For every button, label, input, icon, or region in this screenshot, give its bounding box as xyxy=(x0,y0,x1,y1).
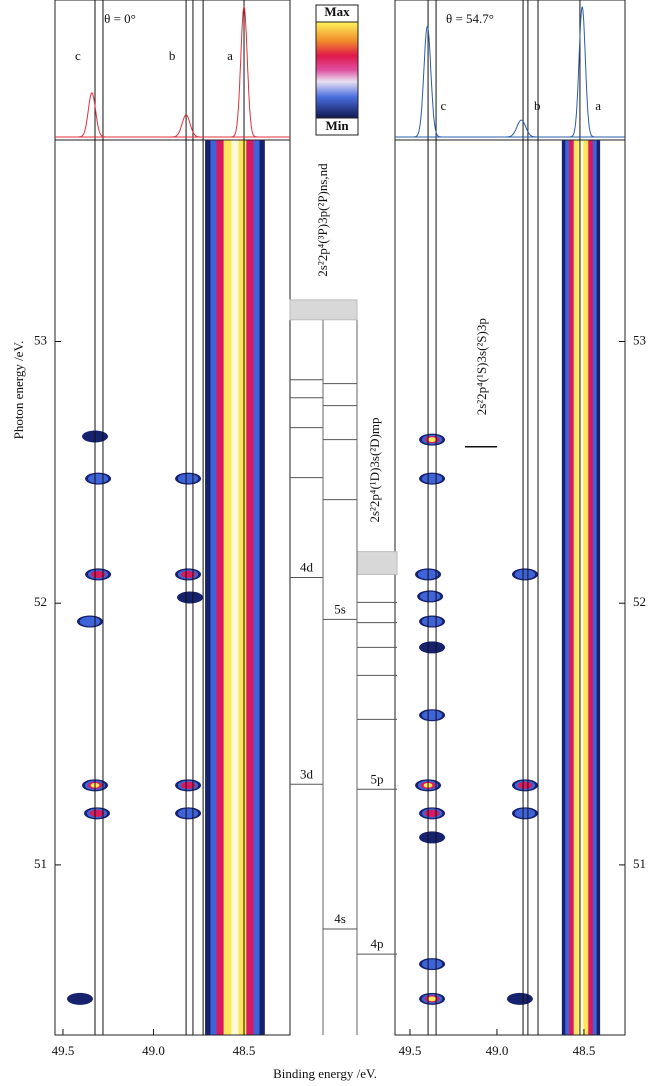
spot-layer xyxy=(428,437,437,442)
spot-layer xyxy=(515,809,535,819)
intensity-spot xyxy=(419,473,445,485)
page: {"chart_data": [ {"type": "heatmap", "ti… xyxy=(0,0,649,1086)
band-layer xyxy=(579,140,584,1035)
intensity-spot xyxy=(175,807,201,819)
spectrum-peak xyxy=(74,93,110,137)
spectrum-peak xyxy=(567,7,598,137)
x-tick-label: 48.5 xyxy=(573,1043,596,1058)
intensity-band xyxy=(562,140,600,1035)
level-label: 3d xyxy=(300,766,314,781)
intensity-spot xyxy=(175,779,201,791)
spot-layer xyxy=(88,474,108,484)
intensity-spot xyxy=(175,568,201,580)
intensity-spot xyxy=(175,473,201,485)
spot-layer xyxy=(420,592,440,602)
spectrum-frame xyxy=(395,0,625,140)
level-label: 5p xyxy=(371,771,384,786)
intensity-spot xyxy=(419,709,445,721)
spot-layer xyxy=(419,641,445,653)
x-tick-label: 49.5 xyxy=(399,1043,422,1058)
intensity-spot xyxy=(419,807,445,819)
intensity-spot xyxy=(419,434,445,446)
intensity-spot xyxy=(512,779,538,791)
peak-label: c xyxy=(440,98,446,113)
x-tick-label: 48.5 xyxy=(233,1043,256,1058)
intensity-band xyxy=(205,140,265,1035)
peak-label: a xyxy=(595,98,601,113)
panel-title: θ = 54.7° xyxy=(446,11,494,26)
level-label: 5s xyxy=(334,601,346,616)
y-tick-label: 53 xyxy=(34,332,47,347)
y-tick-label: 51 xyxy=(633,856,646,871)
y-axis-label: Photon energy /eV. xyxy=(11,341,26,440)
spot-layer xyxy=(67,993,93,1005)
peak-label: a xyxy=(227,48,233,63)
intensity-spot xyxy=(512,568,538,580)
intensity-spot xyxy=(419,831,445,843)
colorbar-max: Max xyxy=(324,4,350,19)
intensity-spot xyxy=(419,958,445,970)
spot-layer xyxy=(515,570,535,580)
intensity-spot xyxy=(77,616,103,628)
intensity-spot xyxy=(419,993,445,1005)
intensity-spot xyxy=(177,591,203,603)
y-tick-label: 53 xyxy=(633,332,646,347)
intensity-spot xyxy=(512,807,538,819)
x-tick-label: 49.5 xyxy=(52,1043,75,1058)
intensity-spot xyxy=(85,568,111,580)
spot-layer xyxy=(422,617,442,627)
spot-layer xyxy=(425,810,440,817)
intensity-spot xyxy=(67,993,93,1005)
series-limit xyxy=(357,552,397,575)
spot-layer xyxy=(422,959,442,969)
spot-layer xyxy=(80,617,100,627)
spot-layer xyxy=(507,993,533,1005)
panel-title: θ = 0° xyxy=(104,11,136,26)
spot-layer xyxy=(428,996,437,1001)
spectrum-peak xyxy=(410,27,445,138)
x-tick-label: 49.0 xyxy=(486,1043,509,1058)
intensity-spot xyxy=(419,641,445,653)
annotation-text: 2s²2p⁴(¹S)3s(²S)3p xyxy=(474,318,489,415)
colorbar-min: Min xyxy=(325,118,349,133)
level-label: 4s xyxy=(334,911,346,926)
spot-layer xyxy=(178,809,198,819)
spot-layer xyxy=(518,782,533,789)
level-label: 4d xyxy=(300,560,314,575)
spot-layer xyxy=(422,710,442,720)
intensity-spot xyxy=(417,590,443,602)
y-tick-label: 51 xyxy=(34,856,47,871)
spot-layer xyxy=(422,474,442,484)
y-tick-label: 52 xyxy=(633,594,646,609)
peak-label: b xyxy=(534,98,541,113)
spot-layer xyxy=(177,591,203,603)
x-axis-label: Binding energy /eV. xyxy=(273,1066,377,1081)
spectrum-frame xyxy=(55,0,290,140)
level-label: 4p xyxy=(371,936,384,951)
spot-layer xyxy=(90,810,105,817)
x-tick-label: 49.0 xyxy=(142,1043,165,1058)
series-name: 2s²2p⁴(³P)3p(²P)ns,nd xyxy=(315,163,330,277)
colorbar xyxy=(316,22,358,118)
intensity-spot xyxy=(419,616,445,628)
series-limit xyxy=(290,300,357,320)
peak-label: c xyxy=(75,48,81,63)
intensity-spot xyxy=(85,473,111,485)
band-layer xyxy=(231,140,238,1035)
peak-label: b xyxy=(169,48,176,63)
intensity-spot xyxy=(84,807,110,819)
y-tick-label: 52 xyxy=(34,594,47,609)
intensity-spot xyxy=(507,993,533,1005)
spectrum-peak xyxy=(500,120,543,137)
figure: c b a θ = 0° 49.5 49.0 48.5 51 52 53 Binding energ… xyxy=(0,0,649,1086)
series-name: 2s²2p⁴(¹D)3s(²D)mp xyxy=(367,417,382,522)
spot-layer xyxy=(178,474,198,484)
spot-layer xyxy=(419,831,445,843)
